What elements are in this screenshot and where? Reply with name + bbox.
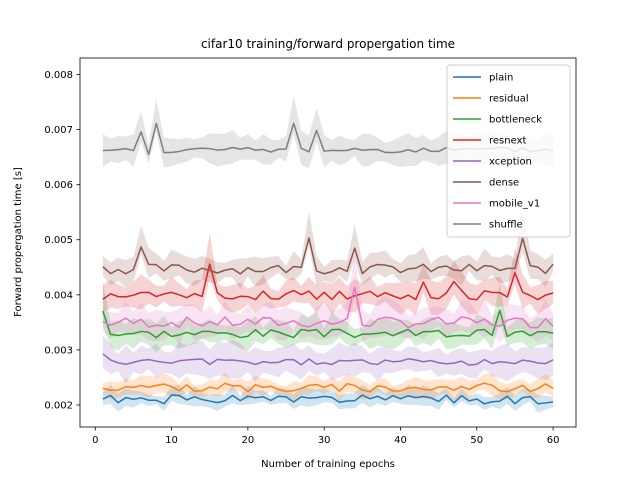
x-tick-label: 0 [92, 435, 98, 446]
x-tick-label: 50 [470, 435, 483, 446]
legend-label-xception: xception [489, 157, 532, 168]
band-plain [102, 384, 554, 413]
y-axis-label: Forward propergation time [s] [13, 167, 24, 317]
plot-area-frame [79, 57, 577, 428]
line-dense [102, 237, 554, 275]
y-tick-label: 0.002 [44, 400, 73, 411]
line-xception [102, 353, 554, 366]
line-residual [102, 382, 554, 393]
line-mobile_v1 [102, 286, 554, 329]
legend-label-shuffle: shuffle [489, 220, 523, 231]
x-tick-label: 60 [547, 435, 560, 446]
x-axis-label: Number of training epochs [261, 459, 395, 470]
legend-label-resnext: resnext [489, 136, 526, 147]
y-tick-label: 0.004 [44, 290, 73, 301]
x-tick-label: 10 [165, 435, 178, 446]
y-tick-label: 0.007 [44, 125, 73, 136]
series-lines [102, 122, 554, 405]
band-bottleneck [102, 282, 554, 353]
legend-label-residual: residual [489, 94, 529, 105]
band-resnext [102, 232, 554, 316]
x-tick-label: 20 [242, 435, 255, 446]
legend-label-dense: dense [489, 178, 519, 189]
legend-label-plain: plain [489, 73, 513, 84]
line-resnext [102, 263, 554, 301]
x-tick-label: 30 [318, 435, 331, 446]
chart-title: cifar10 training/forward propergation ti… [201, 37, 455, 51]
y-tick-label: 0.008 [44, 70, 73, 81]
legend-frame [446, 64, 571, 238]
y-tick-label: 0.005 [44, 235, 73, 246]
line-bottleneck [102, 309, 554, 339]
y-axis-ticks: 0.002 0.003 0.004 0.005 0.006 0.007 0.008 [44, 70, 80, 411]
legend: plain residual bottleneck resnext xception de… [446, 64, 571, 238]
band-mobile_v1 [102, 254, 554, 346]
y-tick-label: 0.003 [44, 345, 73, 356]
band-xception [102, 335, 554, 384]
band-dense [102, 206, 554, 290]
line-plain [102, 394, 554, 405]
legend-label-bottleneck: bottleneck [489, 115, 542, 126]
x-axis-ticks: 0 10 20 30 40 50 60 [92, 427, 559, 446]
x-tick-label: 40 [394, 435, 407, 446]
legend-label-mobile_v1: mobile_v1 [489, 199, 540, 210]
y-tick-label: 0.006 [44, 180, 73, 191]
